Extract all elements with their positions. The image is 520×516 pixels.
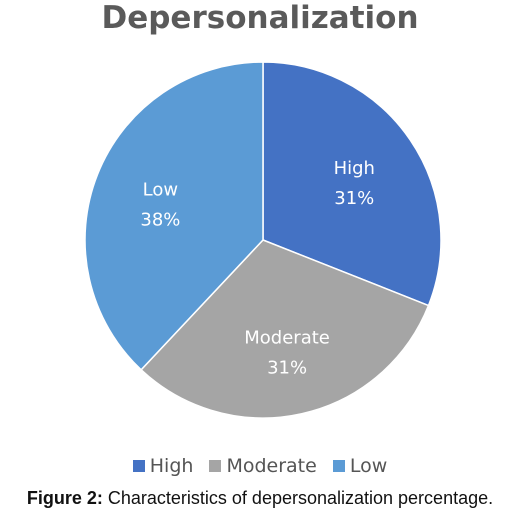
legend-label-high: High	[149, 455, 194, 477]
pie-slice-high	[262, 61, 442, 307]
legend-swatch-moderate	[209, 460, 222, 472]
legend-item-high: High	[132, 455, 194, 477]
pie-slice-moderate	[140, 239, 430, 419]
legend-swatch-high	[132, 460, 145, 472]
figure-caption: Figure 2: Characteristics of depersonali…	[0, 488, 520, 509]
caption-text: Characteristics of depersonalization per…	[102, 488, 494, 508]
pie-chart: High 31% Moderate 31% Low 38%	[84, 61, 442, 419]
legend-label-low: Low	[349, 455, 388, 477]
pie-slice-low	[84, 61, 264, 371]
legend-item-low: Low	[332, 455, 388, 477]
slice-label-low: Low 38%	[140, 179, 180, 230]
slice-label-moderate: Moderate 31%	[244, 328, 330, 379]
chart-title: Depersonalization	[101, 0, 419, 36]
legend: High Moderate Low	[0, 455, 520, 477]
caption-prefix: Figure 2:	[26, 488, 103, 508]
legend-item-moderate: Moderate	[209, 455, 317, 477]
slice-label-high: High 31%	[334, 158, 375, 209]
legend-swatch-low	[332, 460, 345, 472]
legend-label-moderate: Moderate	[226, 455, 317, 477]
